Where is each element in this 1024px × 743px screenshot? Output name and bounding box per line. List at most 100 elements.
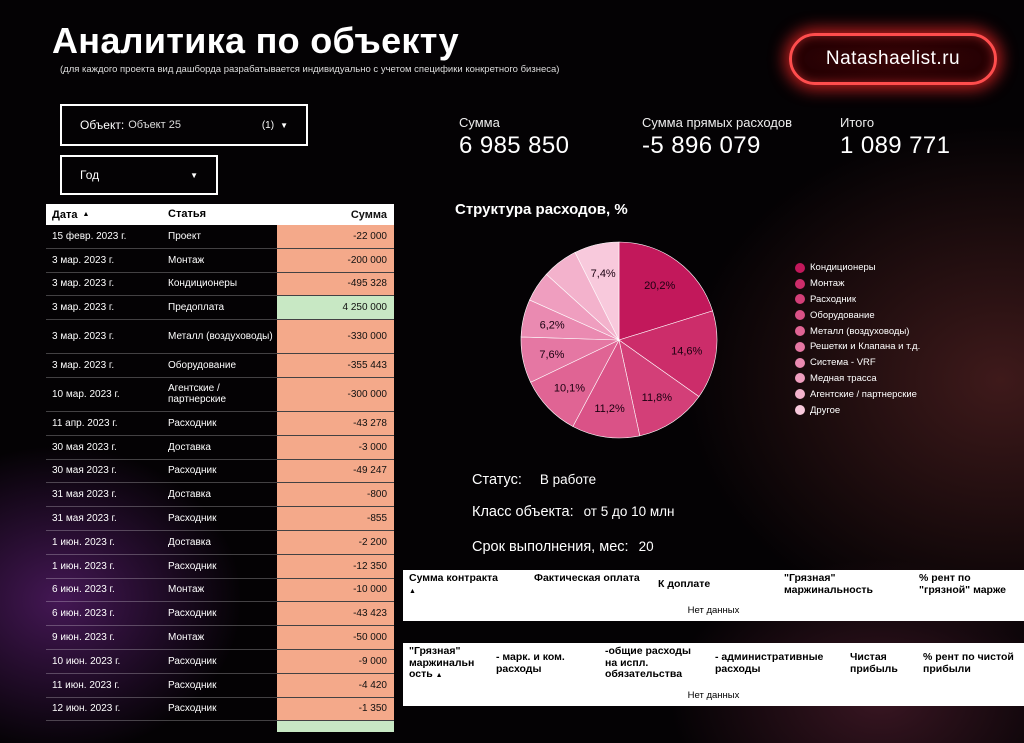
legend-label: Система - VRF (810, 357, 876, 369)
legend-label: Другое (810, 404, 841, 416)
cell-date: 11 апр. 2023 г. (52, 417, 118, 429)
pie-slice[interactable] (618, 339, 700, 437)
cell-sum: -330 000 (277, 320, 394, 354)
cell-item: Монтаж (168, 584, 205, 596)
chart-legend: Кондиционеры Монтаж Расходник Оборудование М… (795, 260, 920, 418)
column-item[interactable]: Статья (168, 208, 207, 220)
term-label: Срок выполнения, мес: (472, 539, 629, 555)
legend-dot-icon (795, 389, 805, 400)
cell-sum: -43 278 (277, 411, 394, 435)
cell-date: 30 мая 2023 г. (52, 441, 117, 453)
year-filter-label: Год (80, 168, 100, 182)
cell-item: Расходник (168, 465, 217, 477)
status-label: Статус: (472, 472, 522, 488)
cell-sum: -300 000 (277, 377, 394, 411)
legend-label: Агентские / партнерские (810, 388, 917, 400)
class-value: от 5 до 10 млн (583, 504, 675, 519)
legend-item[interactable]: Оборудование (795, 307, 920, 323)
sort-up-icon: ▲ (82, 211, 90, 218)
cell-date: 1 июн. 2023 г. (52, 560, 115, 572)
column-gross-rent[interactable]: % рент по "грязной" марже (919, 572, 1006, 596)
cell-sum: -1 350 (277, 697, 394, 721)
cell-sum: -49 247 (277, 459, 394, 483)
pie-slice-label: 7,6% (539, 349, 564, 361)
table-row: 3 мар. 2023 г. Предоплата 4 250 000 (46, 296, 394, 321)
table-row: 10 мар. 2023 г. Агентские / партнерские -3… (46, 377, 394, 412)
cell-item: Кондиционеры (168, 278, 238, 290)
pie-slice[interactable] (572, 339, 641, 439)
column-gross-margin-2[interactable]: "Грязная" маржинальн ость ▲ (409, 645, 475, 680)
page-title: Аналитика по объекту (52, 20, 459, 61)
contract-table-empty: Нет данных (687, 605, 740, 616)
cell-item: Доставка (168, 489, 211, 501)
brand-button[interactable]: Natashaelist.ru (789, 33, 997, 85)
legend-item[interactable]: Кондиционеры (795, 260, 920, 276)
pie-slice-label: 7,4% (591, 268, 616, 280)
status-line: Статус: В работе (472, 472, 596, 488)
cell-date: 1 июн. 2023 г. (52, 536, 115, 548)
table-row: 3 мар. 2023 г. Металл (воздуховоды) -330 0… (46, 320, 394, 355)
column-marketing-costs[interactable]: - марк. и ком. расходы (496, 651, 565, 675)
cell-date: 11 июн. 2023 г. (52, 679, 120, 691)
cell-sum: -3 000 (277, 435, 394, 459)
contract-table: Сумма контракта ▲ Фактическая оплата К до… (403, 570, 1024, 621)
cell-item: Расходник (168, 679, 217, 691)
legend-dot-icon (795, 262, 805, 273)
cell-sum: -22 000 (277, 225, 394, 248)
cell-item: Расходник (168, 560, 217, 572)
pie-slice-label: 6,2% (540, 320, 565, 332)
column-contract-sum[interactable]: Сумма контракта ▲ (409, 572, 498, 595)
cell-item: Проект (168, 230, 201, 242)
column-actual-payment[interactable]: Фактическая оплата (534, 572, 640, 584)
column-to-pay[interactable]: К доплате (658, 578, 711, 590)
cell-date: 3 мар. 2023 г. (52, 254, 115, 266)
object-filter-label: Объект: (80, 118, 125, 132)
cell-sum: 4 250 000 (277, 296, 394, 320)
pie-slice[interactable] (618, 310, 718, 398)
kpi-direct-costs-label: Сумма прямых расходов (642, 115, 792, 130)
column-date[interactable]: Дата ▲ (52, 208, 90, 221)
legend-dot-icon (795, 310, 805, 321)
column-sum[interactable]: Сумма (277, 208, 394, 221)
cell-item: Монтаж (168, 632, 205, 644)
column-general-costs[interactable]: -общие расходы на испл. обязательства (605, 645, 691, 680)
cell-item: Доставка (168, 441, 211, 453)
pie-slice-label: 11,2% (594, 403, 625, 415)
legend-label: Решетки и Клапана и т.д. (810, 341, 921, 353)
legend-item[interactable]: Агентские / партнерские (795, 386, 920, 402)
sort-up-icon: ▲ (409, 587, 416, 595)
expense-pie-chart: 20,2% 14,6% 11,8% 11,2% 10,1% 7,6% 6,2% 7,4% (520, 241, 718, 439)
legend-dot-icon (795, 341, 805, 352)
column-admin-costs[interactable]: - административные расходы (715, 651, 824, 675)
cell-date: 30 мая 2023 г. (52, 465, 117, 477)
legend-label: Медная трасса (810, 372, 877, 384)
pie-slice[interactable] (574, 241, 620, 341)
kpi-direct-costs-value: -5 896 079 (642, 132, 761, 159)
pie-slice[interactable] (618, 241, 713, 341)
cell-sum: -2 200 (277, 530, 394, 554)
class-label: Класс объекта: (472, 504, 574, 520)
column-net-profit[interactable]: Чистая прибыль (850, 651, 898, 675)
cell-sum: -43 423 (277, 602, 394, 626)
column-gross-margin[interactable]: "Грязная" маржинальность (784, 572, 874, 596)
legend-item[interactable]: Металл (воздуховоды) (795, 323, 920, 339)
cell-item: Агентские / партнерские (168, 383, 227, 406)
cell-sum: -800 (277, 483, 394, 507)
object-filter[interactable]: Объект: Объект 25 (1) ▼ (60, 104, 308, 146)
cell-date: 6 июн. 2023 г. (52, 608, 115, 620)
legend-item[interactable]: Медная трасса (795, 371, 920, 387)
column-net-rent[interactable]: % рент по чистой прибыли (923, 651, 1014, 675)
table-row-partial (46, 721, 394, 732)
legend-item[interactable]: Другое (795, 402, 920, 418)
contract-table-header: Сумма контракта ▲ Фактическая оплата К до… (403, 570, 1024, 600)
legend-item[interactable]: Монтаж (795, 276, 920, 292)
year-filter[interactable]: Год ▼ (60, 155, 218, 195)
table-row: 11 апр. 2023 г. Расходник -43 278 (46, 411, 394, 436)
cell-item: Расходник (168, 655, 217, 667)
cell-date: 10 июн. 2023 г. (52, 655, 121, 667)
legend-item[interactable]: Расходник (795, 292, 920, 308)
cell-date: 31 мая 2023 г. (52, 513, 117, 525)
legend-item[interactable]: Система - VRF (795, 355, 920, 371)
legend-item[interactable]: Решетки и Клапана и т.д. (795, 339, 920, 355)
cell-sum: -4 420 (277, 673, 394, 697)
